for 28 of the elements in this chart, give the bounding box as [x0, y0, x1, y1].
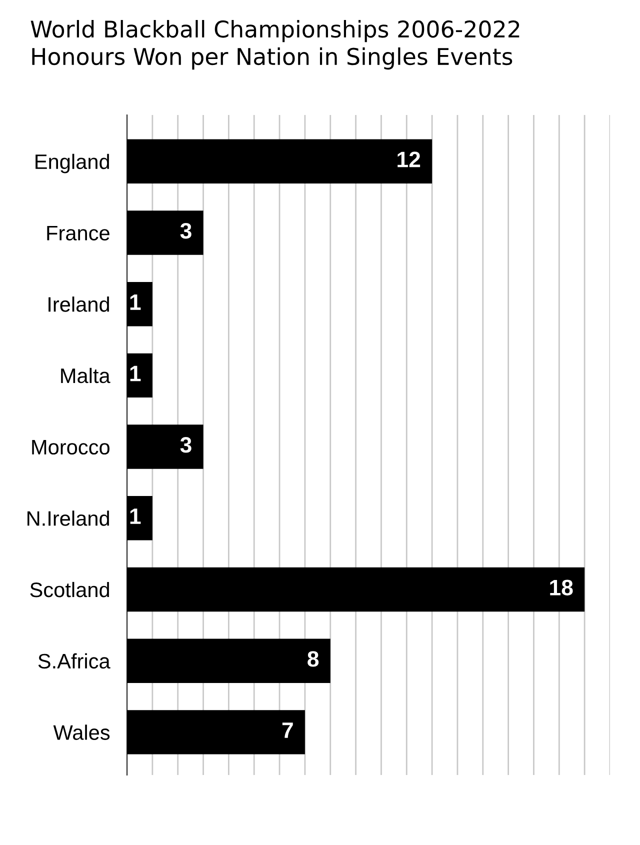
data-label: 18 — [550, 580, 573, 596]
bar — [127, 210, 204, 255]
bar — [127, 567, 585, 612]
chart-title: World Blackball Championships 2006-2022 Honours Won per Nation in Singles Events — [30, 20, 520, 70]
data-label: 3 — [180, 437, 192, 453]
y-tick-label: Malta — [61, 368, 110, 384]
data-label: 12 — [398, 152, 420, 168]
bar — [127, 496, 152, 540]
bar — [127, 638, 330, 683]
bar — [127, 710, 305, 754]
y-tick-label: Morocco — [32, 440, 110, 455]
data-label: 1 — [130, 294, 141, 310]
data-label: 7 — [282, 722, 293, 738]
y-tick-label: S.Africa — [38, 653, 110, 669]
data-label: 3 — [180, 222, 192, 239]
bar — [127, 139, 432, 184]
y-tick-label: N.Ireland — [28, 510, 109, 526]
y-tick-label: England — [36, 154, 109, 174]
y-tick-label: France — [47, 226, 110, 240]
bar — [127, 282, 152, 326]
data-label: 1 — [130, 508, 141, 524]
data-label: 8 — [308, 651, 319, 667]
data-label: 1 — [130, 366, 141, 382]
y-tick-label: Scotland — [30, 582, 109, 598]
bar — [127, 424, 204, 469]
bar — [127, 353, 152, 398]
y-tick-label: Wales — [53, 724, 110, 740]
y-tick-label: Ireland — [48, 296, 109, 312]
